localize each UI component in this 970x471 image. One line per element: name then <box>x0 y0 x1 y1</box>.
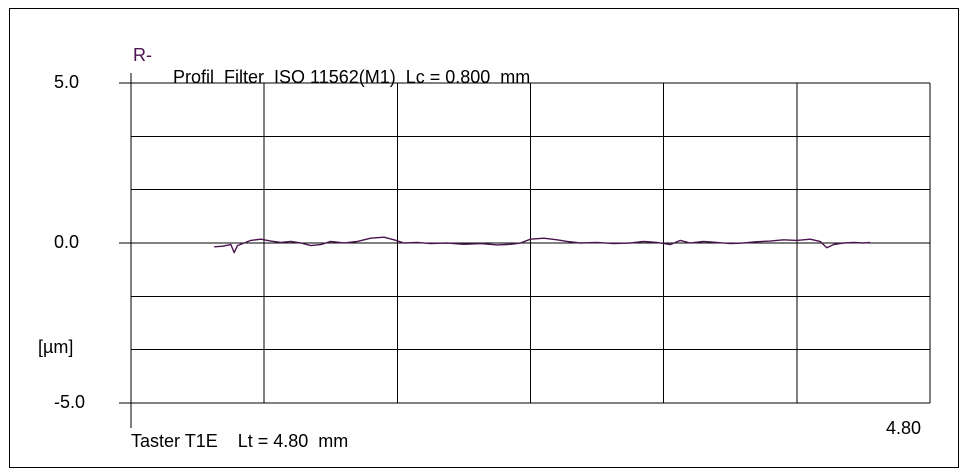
y-tick-label-bottom: -5.0 <box>54 392 86 412</box>
x-end-label: 4.80 <box>886 418 922 438</box>
y-tick-label-zero: 0.0 <box>54 232 80 252</box>
chart-frame <box>9 8 959 468</box>
profile-series-line-0 <box>214 236 871 254</box>
y-tick-label-top: 5.0 <box>54 72 80 92</box>
y-axis-unit-label: [µm] <box>38 337 74 357</box>
probe-label: Taster T1E <box>131 431 218 451</box>
chart-title: R- Profil Filter ISO 11562(M1) Lc = 0.80… <box>0 22 970 88</box>
length-label: Lt = 4.80 mm <box>237 431 349 451</box>
title-prefix: R- <box>133 45 152 65</box>
x-axis-caption: Taster T1E Lt = 4.80 mm <box>131 430 348 452</box>
title-text: Profil Filter ISO 11562(M1) Lc = 0.800 m… <box>173 67 531 87</box>
